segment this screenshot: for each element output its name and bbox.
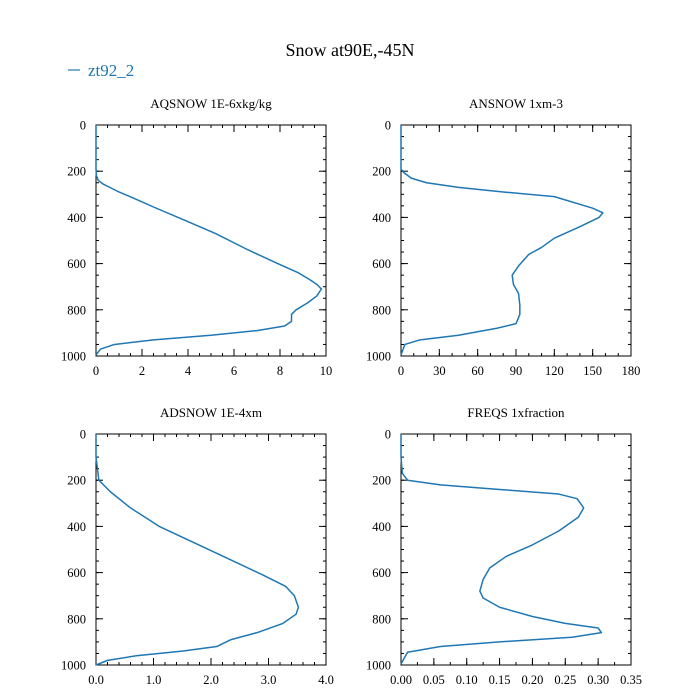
- x-tick-label: 90: [510, 364, 523, 378]
- y-tick-label: 600: [372, 257, 391, 271]
- x-tick-label: 0.35: [620, 673, 642, 687]
- x-tick-label: 0.05: [423, 673, 445, 687]
- y-tick-label: 800: [372, 612, 391, 626]
- y-tick-label: 1000: [61, 350, 86, 364]
- x-tick-label: 0: [398, 364, 404, 378]
- x-tick-label: 0.00: [390, 673, 412, 687]
- panel-2: ANSNOW 1xm-3 0 30 60 90 120 150 180 0 200 400 600 80…: [366, 96, 640, 378]
- y-tick-label: 0: [80, 119, 86, 133]
- y-tick-label: 200: [372, 474, 391, 488]
- panel-title: FREQS 1xfraction: [467, 405, 565, 420]
- y-tick-label: 400: [67, 211, 86, 225]
- plot-frame: [400, 433, 632, 666]
- y-tick-label: 600: [67, 566, 86, 580]
- x-tick-label: 0.10: [456, 673, 478, 687]
- panel-3: ADSNOW 1E-4xm 0.0 1.0 2.0 3.0 4.0 0 200 400 600 80…: [61, 405, 334, 687]
- y-tick-label: 1000: [366, 350, 391, 364]
- y-tick-label: 0: [385, 428, 391, 442]
- series-line-zt92_2: [95, 434, 300, 666]
- panel-1: AQSNOW 1E-6xkg/kg 0 2 4 6 8 10 0 200 400 600 800 100…: [61, 96, 332, 378]
- y-tick-label: 800: [372, 303, 391, 317]
- x-tick-label: 2.0: [203, 673, 219, 687]
- legend: zt92_2: [68, 61, 134, 80]
- y-tick-label: 1000: [61, 659, 86, 673]
- series-line-zt92_2: [400, 125, 604, 356]
- legend-label: zt92_2: [88, 61, 134, 80]
- y-tick-label: 1000: [366, 659, 391, 673]
- x-tick-label: 0.0: [88, 673, 104, 687]
- y-tick-label: 800: [67, 303, 86, 317]
- y-tick-label: 400: [372, 520, 391, 534]
- x-tick-label: 30: [433, 364, 446, 378]
- series-line-zt92_2: [400, 434, 603, 665]
- y-tick-label: 800: [67, 612, 86, 626]
- x-tick-label: 8: [277, 364, 283, 378]
- y-tick-label: 600: [372, 566, 391, 580]
- panels: AQSNOW 1E-6xkg/kg0 2 4 6 8 100200400600800100…: [61, 96, 642, 687]
- plot-frame: [95, 433, 327, 666]
- x-tick-label: 0: [93, 364, 99, 378]
- y-tick-label: 400: [67, 520, 86, 534]
- x-tick-label: 180: [622, 364, 641, 378]
- panel-title: AQSNOW 1E-6xkg/kg: [150, 96, 272, 111]
- x-tick-label: 0.25: [554, 673, 576, 687]
- x-tick-label: 0.30: [587, 673, 609, 687]
- panel-title: ADSNOW 1E-4xm: [160, 405, 262, 420]
- x-tick-label: 6: [231, 364, 237, 378]
- y-tick-label: 200: [67, 474, 86, 488]
- figure-title: Snow at90E,-45N: [286, 40, 415, 60]
- x-tick-label: 150: [583, 364, 602, 378]
- x-tick-label: 4: [185, 364, 192, 378]
- y-tick-label: 0: [385, 119, 391, 133]
- y-tick-label: 0: [80, 428, 86, 442]
- x-tick-label: 120: [545, 364, 564, 378]
- x-tick-label: 0.15: [489, 673, 511, 687]
- series-line-zt92_2: [95, 125, 323, 356]
- panel-4: FREQS 1xfraction 0.00 0.05 0.10 0.15 0.20 0.25…: [366, 405, 642, 687]
- x-tick-label: 1.0: [146, 673, 162, 687]
- y-tick-label: 200: [372, 165, 391, 179]
- x-tick-label: 3.0: [261, 673, 277, 687]
- y-tick-label: 200: [67, 165, 86, 179]
- x-tick-label: 10: [320, 364, 333, 378]
- x-tick-label: 0.20: [521, 673, 543, 687]
- panel-title: ANSNOW 1xm-3: [469, 96, 563, 111]
- y-tick-label: 400: [372, 211, 391, 225]
- x-tick-label: 2: [139, 364, 145, 378]
- y-tick-label: 600: [67, 257, 86, 271]
- plot-frame: [400, 124, 632, 357]
- x-tick-label: 60: [471, 364, 484, 378]
- x-tick-label: 4.0: [318, 673, 334, 687]
